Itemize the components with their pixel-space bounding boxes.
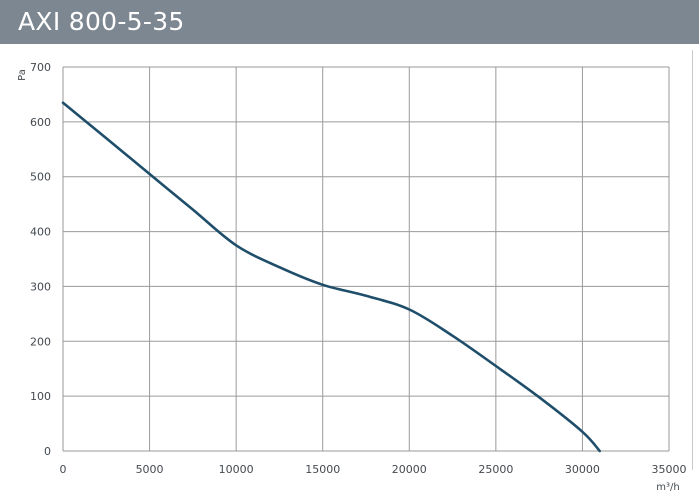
y-tick-label: 200 [30,335,51,348]
y-tick-label: 100 [30,390,51,403]
y-axis-label: Pa [17,69,28,81]
fan-curve-line [61,101,601,453]
right-edge-rule [692,50,693,470]
y-tick-label: 500 [30,171,51,184]
y-tick-label: 0 [44,445,51,458]
y-tick-label: 300 [30,280,51,293]
title-bar: AXI 800-5-35 [0,0,699,44]
x-axis-ticks: 0 5000 10000 15000 20000 25000 30000 35000 [60,463,687,476]
grid [62,66,670,452]
y-tick-label: 700 [30,61,51,74]
x-tick-label: 30000 [565,463,600,476]
x-tick-label: 10000 [219,463,254,476]
x-tick-label: 35000 [652,463,687,476]
x-tick-label: 5000 [136,463,164,476]
y-tick-label: 400 [30,226,51,239]
x-tick-label: 25000 [478,463,513,476]
y-axis-ticks: 0 100 200 300 400 500 600 700 [30,61,51,458]
x-tick-label: 0 [60,463,67,476]
x-axis-label: m³/h [656,482,679,493]
x-tick-label: 20000 [392,463,427,476]
chart-title: AXI 800-5-35 [18,7,185,36]
x-tick-label: 15000 [305,463,340,476]
y-tick-label: 600 [30,116,51,129]
